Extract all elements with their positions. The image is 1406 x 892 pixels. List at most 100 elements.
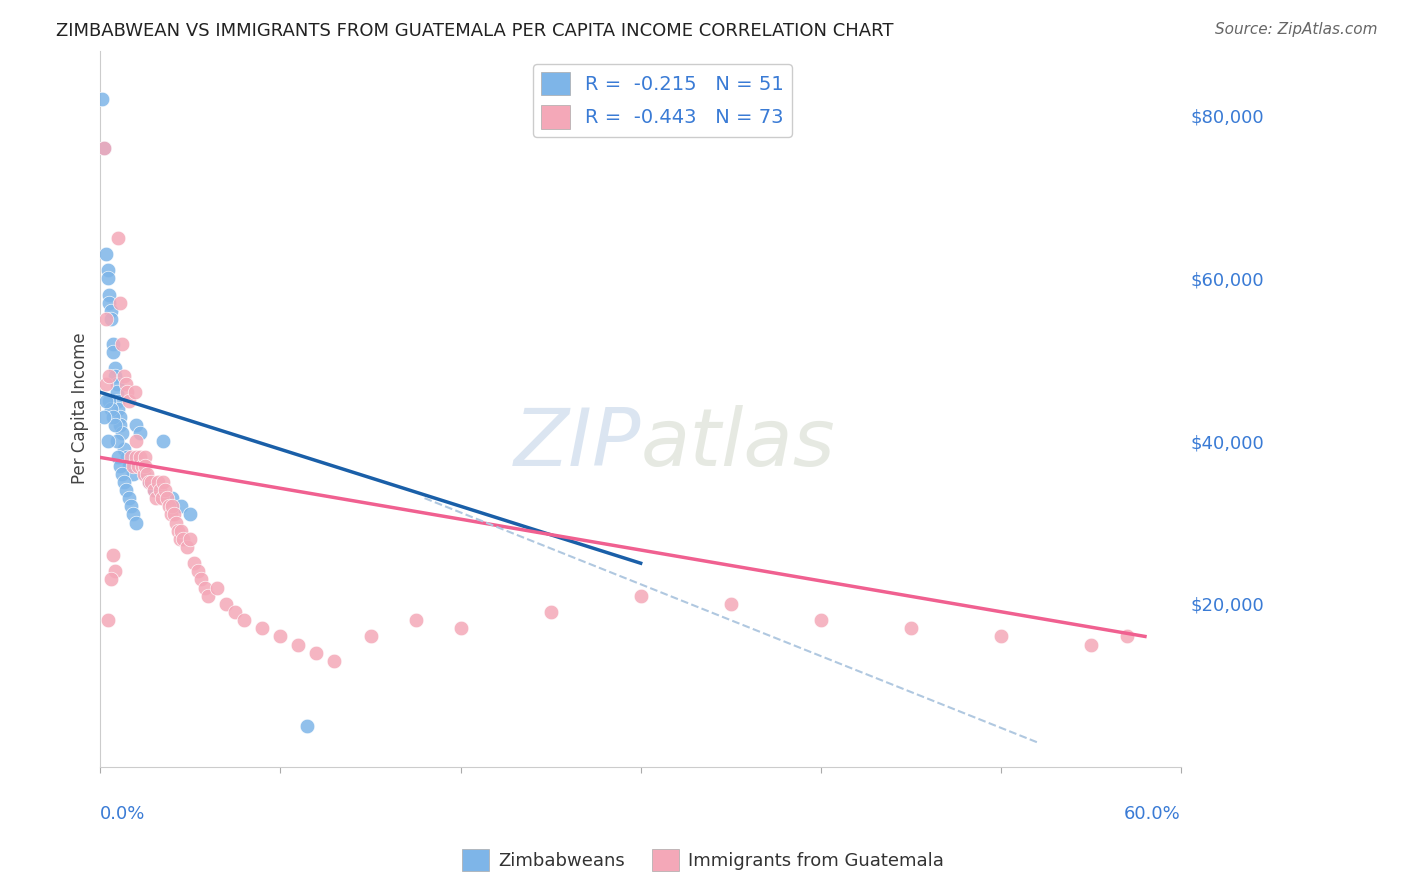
Point [117,450,139,465]
Point [100,304,122,318]
Point [810,613,832,627]
Point [190,573,212,587]
Point [252,621,274,635]
Point [93,141,115,155]
Point [120,450,142,465]
Point [163,508,186,522]
Point [112,475,135,489]
Point [114,483,136,497]
Point [179,508,201,522]
Point [108,458,131,473]
Point [149,483,172,497]
Point [100,401,122,416]
Text: atlas: atlas [641,406,835,483]
Point [112,369,135,384]
Point [98,393,121,408]
Point [143,483,166,497]
Point [125,417,148,432]
Point [720,597,742,611]
Point [108,417,131,432]
Point [94,393,117,408]
Point [143,483,166,497]
Point [104,565,127,579]
Point [117,385,139,400]
Point [131,458,153,473]
Point [187,565,209,579]
Point [157,500,180,514]
Y-axis label: Per Capita Income: Per Capita Income [72,333,89,484]
Point [138,475,160,489]
Point [118,393,141,408]
Point [96,434,118,449]
Point [405,613,427,627]
Point [96,263,118,277]
Point [150,491,173,505]
Point [207,581,229,595]
Point [94,377,117,392]
Text: ZIMBABWEAN VS IMMIGRANTS FROM GUATEMALA PER CAPITA INCOME CORRELATION CHART: ZIMBABWEAN VS IMMIGRANTS FROM GUATEMALA … [56,22,894,40]
Point [450,621,472,635]
Point [107,401,129,416]
Point [134,458,156,473]
Point [101,548,124,562]
Point [156,491,179,505]
Point [138,475,160,489]
Point [169,532,191,546]
Point [287,638,309,652]
Point [111,336,134,351]
Point [134,467,156,481]
Point [269,629,291,643]
Point [540,605,562,619]
Point [323,654,346,668]
Point [194,581,217,595]
Point [107,231,129,245]
Point [129,450,152,465]
Point [108,409,131,424]
Point [197,589,219,603]
Point [129,425,152,440]
Text: 60.0%: 60.0% [1125,805,1181,823]
Point [107,450,129,465]
Point [233,613,256,627]
Point [104,361,127,376]
Point [166,524,188,538]
Point [124,385,146,400]
Point [132,467,155,481]
Point [107,393,129,408]
Point [134,450,156,465]
Point [101,344,124,359]
Point [162,491,184,505]
Point [127,458,149,473]
Point [162,500,184,514]
Legend: Zimbabweans, Immigrants from Guatemala: Zimbabweans, Immigrants from Guatemala [454,842,952,879]
Point [170,524,193,538]
Point [105,434,128,449]
Text: Source: ZipAtlas.com: Source: ZipAtlas.com [1215,22,1378,37]
Point [176,540,198,554]
Point [100,573,122,587]
Point [94,247,117,261]
Point [900,621,922,635]
Point [121,467,143,481]
Point [125,516,148,530]
Point [112,442,135,457]
Point [93,141,115,155]
Point [96,271,118,285]
Point [98,296,121,310]
Point [105,385,128,400]
Text: ZIP: ZIP [513,406,641,483]
Point [1080,638,1102,652]
Point [215,597,238,611]
Legend: R =  -0.215   N = 51, R =  -0.443   N = 73: R = -0.215 N = 51, R = -0.443 N = 73 [533,64,792,136]
Point [118,458,141,473]
Text: 0.0%: 0.0% [100,805,146,823]
Point [101,409,124,424]
Point [224,605,246,619]
Point [105,377,128,392]
Point [100,312,122,326]
Point [120,500,142,514]
Point [360,629,382,643]
Point [98,369,121,384]
Point [108,296,131,310]
Point [179,532,201,546]
